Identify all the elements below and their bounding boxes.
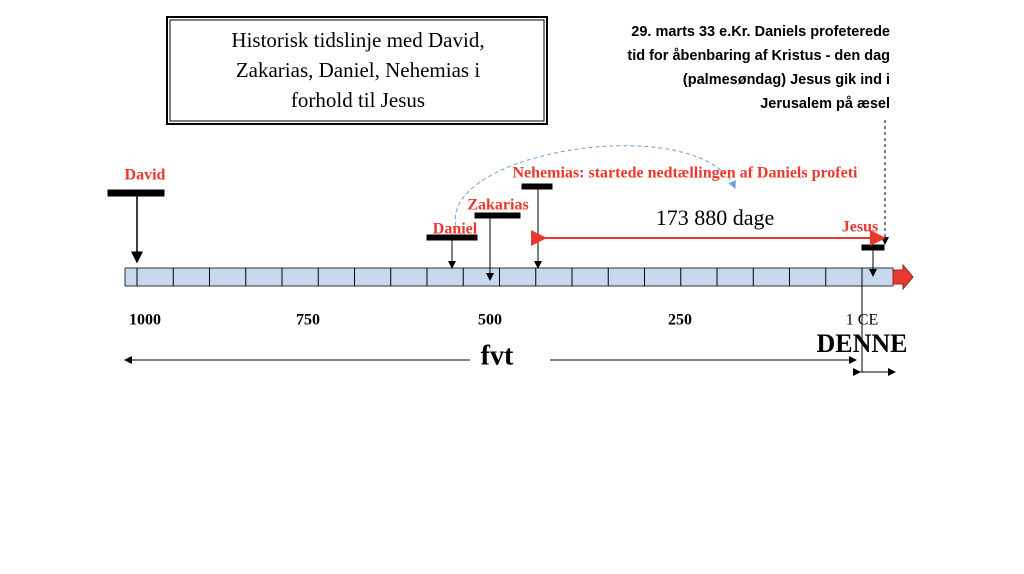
event-label: Zakarias bbox=[467, 197, 528, 214]
annotation-line: Jerusalem på æsel bbox=[760, 96, 890, 112]
annotation-line: (palmesøndag) Jesus gik ind i bbox=[683, 72, 890, 88]
timeline-arrow bbox=[892, 263, 914, 291]
jesus-bar bbox=[861, 244, 885, 251]
zakarias-bar bbox=[474, 212, 521, 219]
annotation-line: 29. marts 33 e.Kr. Daniels profeterede bbox=[631, 24, 890, 40]
prophecy-link bbox=[455, 145, 736, 227]
title-line: forhold til Jesus bbox=[291, 88, 425, 112]
title-line: Historisk tidslinje med David, bbox=[231, 28, 484, 52]
title-box bbox=[166, 16, 548, 125]
span-label: 173 880 dage bbox=[656, 205, 775, 230]
event-label: Nehemias: startede nedtællingen af Danie… bbox=[513, 165, 859, 182]
timeline-bar bbox=[124, 267, 894, 287]
markers bbox=[107, 120, 889, 281]
event-label: David bbox=[125, 167, 166, 184]
era-label: fvt bbox=[481, 340, 514, 371]
nehemias-bar bbox=[521, 183, 553, 190]
axis-label: 750 bbox=[296, 312, 320, 329]
event-label: Daniel bbox=[433, 221, 478, 238]
david-bar bbox=[107, 189, 165, 197]
era-label: DENNE bbox=[816, 329, 907, 358]
axis-label: 1000 bbox=[129, 312, 161, 329]
title-line: Zakarias, Daniel, Nehemias i bbox=[236, 58, 480, 82]
annotation-line: tid for åbenbaring af Kristus - den dag bbox=[627, 48, 890, 64]
axis-label: 250 bbox=[668, 312, 692, 329]
event-label: Jesus bbox=[842, 219, 878, 236]
axis-label: 1 CE bbox=[846, 312, 878, 329]
title-box-inner bbox=[169, 19, 545, 122]
axis-label: 500 bbox=[478, 312, 502, 329]
